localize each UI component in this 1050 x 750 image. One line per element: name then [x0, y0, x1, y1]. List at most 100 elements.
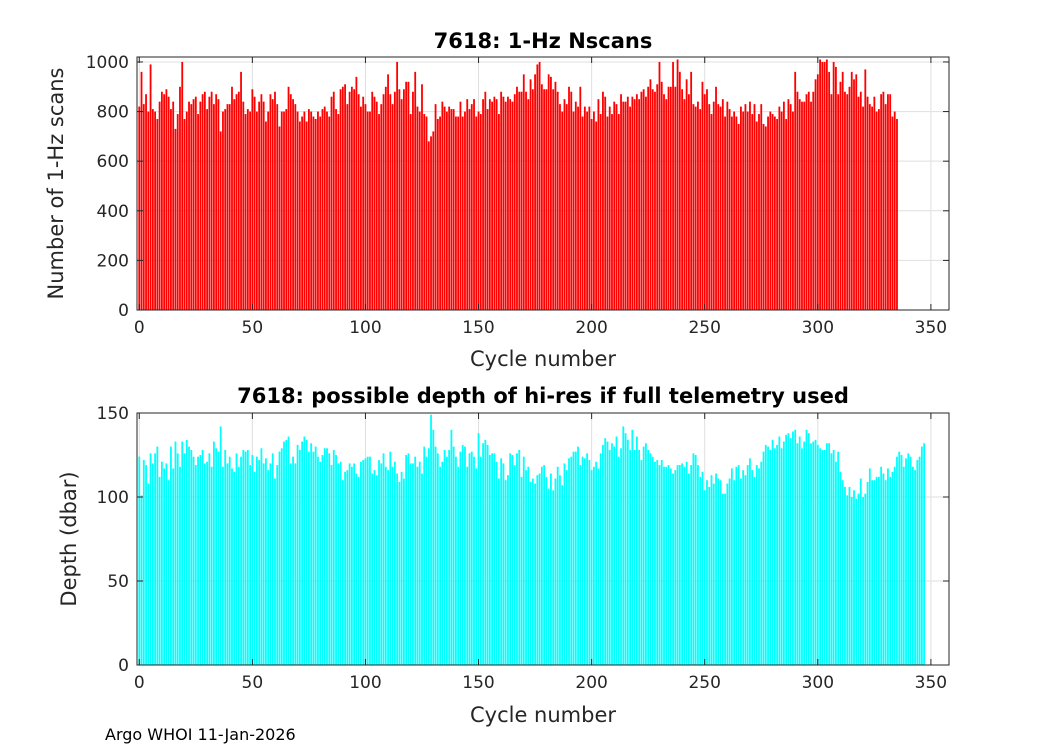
bar	[624, 433, 627, 665]
bar	[249, 465, 251, 665]
bar	[337, 463, 340, 665]
bar	[181, 61, 184, 311]
bar	[796, 443, 799, 665]
bar	[432, 429, 435, 665]
bar	[138, 106, 141, 310]
bar	[269, 463, 272, 665]
bar	[841, 480, 844, 665]
bar	[758, 468, 760, 665]
bar	[355, 473, 358, 665]
bar	[271, 453, 274, 665]
bar	[455, 116, 457, 310]
bar	[873, 480, 876, 665]
bar	[877, 109, 880, 310]
bar	[556, 466, 559, 665]
bar	[500, 458, 503, 665]
bar	[194, 465, 197, 665]
bar	[740, 478, 742, 665]
bar	[391, 104, 394, 310]
bar	[760, 104, 763, 310]
bar	[262, 463, 265, 665]
bar	[626, 96, 629, 310]
x-axis-label: Cycle number	[470, 347, 616, 371]
bar	[846, 495, 849, 665]
bar	[459, 101, 462, 311]
bar	[832, 449, 835, 665]
bar	[427, 448, 430, 665]
bar	[525, 470, 527, 665]
chart-title: 7618: 1-Hz Nscans	[434, 29, 653, 53]
bar	[862, 106, 864, 310]
bar	[373, 96, 376, 310]
bar	[226, 104, 229, 310]
bar	[344, 84, 346, 310]
bar	[583, 106, 586, 310]
bar	[649, 453, 652, 665]
bar	[176, 453, 179, 665]
bar	[475, 116, 478, 310]
bar	[258, 101, 261, 311]
bar	[405, 81, 408, 310]
bar	[708, 104, 711, 310]
bar	[735, 466, 738, 665]
bar	[606, 441, 609, 665]
bar	[407, 453, 410, 665]
bar	[323, 448, 326, 665]
bar	[434, 446, 437, 665]
bar	[552, 89, 555, 310]
bar	[721, 493, 724, 665]
bar	[294, 104, 297, 310]
bar	[393, 91, 396, 310]
bar	[172, 101, 175, 311]
bar	[274, 478, 276, 665]
bar	[185, 439, 188, 665]
bar	[534, 74, 536, 310]
bar	[457, 116, 460, 310]
bar	[697, 465, 699, 665]
bar	[674, 470, 677, 665]
bar	[857, 96, 860, 310]
bar	[656, 84, 659, 310]
bar	[658, 465, 661, 665]
bar	[430, 136, 432, 310]
bar	[855, 498, 858, 665]
bar	[633, 449, 636, 665]
bar	[500, 91, 503, 310]
bar	[887, 94, 889, 311]
bar	[724, 493, 726, 665]
bar	[296, 111, 299, 310]
bar	[387, 470, 389, 665]
bar	[710, 114, 713, 310]
bar	[577, 106, 579, 310]
bar	[402, 89, 405, 310]
bar	[348, 463, 351, 665]
bar	[620, 94, 622, 311]
x-tick-label: 300	[802, 318, 834, 338]
bar	[520, 91, 523, 310]
bar	[423, 114, 426, 310]
bar	[466, 466, 469, 665]
y-tick-label: 100	[97, 488, 129, 508]
bar	[407, 81, 410, 310]
bar	[844, 91, 846, 310]
bar	[332, 91, 335, 310]
bar	[518, 449, 521, 665]
bar	[590, 119, 593, 310]
bar	[674, 86, 677, 310]
bar	[488, 455, 491, 665]
bar	[163, 94, 166, 311]
bar	[197, 456, 199, 665]
bar	[540, 84, 543, 310]
bar	[210, 466, 213, 665]
bar	[443, 106, 446, 310]
bar	[427, 141, 430, 310]
bar	[154, 111, 156, 310]
bar	[527, 99, 530, 310]
bar	[319, 461, 322, 665]
bar	[911, 466, 914, 665]
bar	[611, 114, 613, 310]
bar	[206, 109, 209, 310]
bar	[445, 111, 448, 310]
bar	[642, 89, 645, 310]
bar	[753, 104, 756, 310]
